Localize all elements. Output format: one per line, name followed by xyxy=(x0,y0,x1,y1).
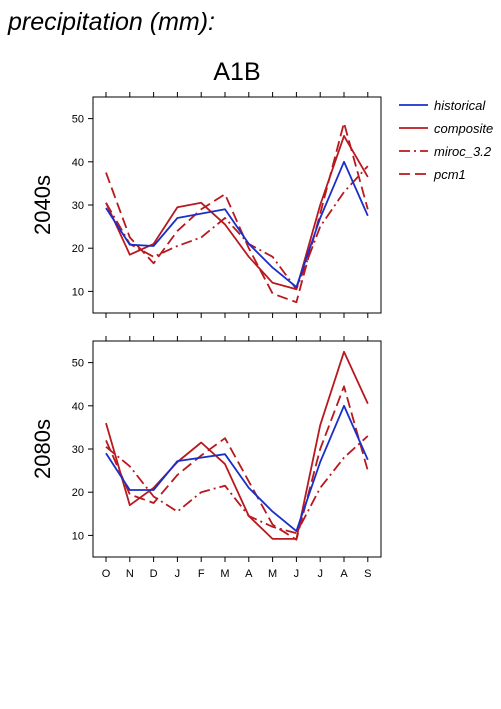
y-tick-label: 50 xyxy=(72,114,84,126)
series-line-historical xyxy=(105,404,369,532)
y-tick-label: 10 xyxy=(72,286,84,298)
y-tick-label: 30 xyxy=(72,200,84,212)
x-tick-label: M xyxy=(268,568,277,580)
panel-2040s: 10 20 30 40 50 2040s xyxy=(30,92,382,318)
series-line-pcm1 xyxy=(105,385,369,541)
y-tick-label: 40 xyxy=(72,157,84,169)
legend-label: pcm1 xyxy=(433,167,466,182)
page-title: precipitation (mm): xyxy=(7,8,215,36)
x-tick-label: D xyxy=(150,568,158,580)
y-tick-label: 20 xyxy=(72,487,84,499)
series-line-composite xyxy=(105,350,369,540)
x-tick-label: A xyxy=(245,568,253,580)
series-line-pcm1 xyxy=(105,122,369,304)
scenario-title: A1B xyxy=(213,58,260,86)
chart-panels: 10 20 30 40 50 2040s 10 20 30 40 50 O N D J F M A M J J A S 208… xyxy=(30,92,382,580)
series-line-miroc-3-2 xyxy=(105,435,369,535)
y-tick-label: 10 xyxy=(72,530,84,542)
legend: historical composite miroc_3.2 pcm1 xyxy=(399,98,493,182)
x-tick-label: O xyxy=(102,568,111,580)
x-tick-label: S xyxy=(364,568,371,580)
y-tick-label: 20 xyxy=(72,243,84,255)
y-tick-label: 30 xyxy=(72,444,84,456)
y-tick-label: 50 xyxy=(72,358,84,370)
x-tick-label: N xyxy=(126,568,134,580)
x-tick-label: J xyxy=(317,568,323,580)
series-line-historical xyxy=(105,160,369,289)
legend-label: miroc_3.2 xyxy=(434,144,492,159)
legend-label: historical xyxy=(434,98,486,113)
x-tick-label: J xyxy=(294,568,300,580)
x-tick-label: M xyxy=(220,568,229,580)
panel-2080s: 10 20 30 40 50 O N D J F M A M J J A S 2080s xyxy=(30,336,382,580)
panel-label: 2040s xyxy=(30,175,55,235)
legend-label: composite xyxy=(434,121,493,136)
x-tick-label: F xyxy=(198,568,205,580)
x-tick-label: A xyxy=(340,568,348,580)
y-tick-label: 40 xyxy=(72,401,84,413)
panel-label: 2080s xyxy=(30,419,55,479)
plot-frame xyxy=(92,96,382,314)
x-tick-label: J xyxy=(175,568,181,580)
series-line-composite xyxy=(105,134,369,291)
series-line-miroc-3-2 xyxy=(105,165,369,291)
